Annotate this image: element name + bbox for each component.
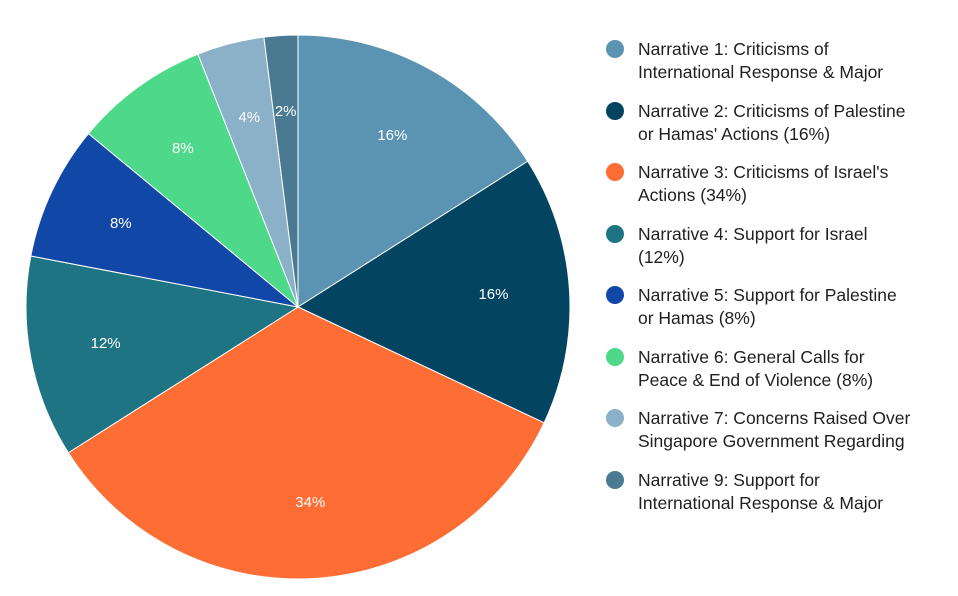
legend-item: Narrative 1: Criticisms of International… (606, 38, 951, 100)
legend-label: Narrative 7: Concerns Raised Over Singap… (638, 408, 911, 451)
legend-item: Narrative 7: Concerns Raised Over Singap… (606, 407, 951, 469)
slice-data-label: 8% (172, 140, 194, 157)
legend-swatch (606, 409, 624, 427)
slice-data-label: 4% (238, 109, 260, 126)
legend-swatch (606, 470, 624, 489)
legend-swatch (606, 224, 624, 243)
legend-item: Narrative 2: Criticisms of Palestine or … (606, 100, 951, 162)
legend-item: Narrative 6: General Calls for Peace & E… (606, 346, 951, 408)
slice-data-label: 16% (478, 286, 508, 303)
legend-label: Narrative 6: General Calls for Peace & E… (638, 346, 874, 390)
legend-swatch (606, 101, 624, 120)
slice-data-label: 2% (275, 103, 297, 120)
legend-label: Narrative 3: Criticisms of Israel's Acti… (638, 162, 889, 205)
legend-swatch (606, 286, 624, 304)
legend-label: Narrative 5: Support for Palestine or Ha… (638, 285, 897, 328)
slice-data-label: 34% (295, 494, 325, 511)
legend-label: Narrative 1: Criticisms of International… (638, 39, 884, 82)
legend-item: Narrative 3: Criticisms of Israel's Acti… (606, 161, 951, 223)
legend-swatch (606, 163, 624, 181)
pie-slice (25, 255, 300, 454)
legend-swatch (606, 40, 624, 58)
pie-slice (297, 34, 529, 308)
pie-slice (263, 34, 299, 308)
legend-label: Narrative 4: Support for Israel (12%) (638, 223, 868, 267)
pie-slice (87, 53, 299, 308)
legend-swatch (606, 347, 624, 366)
legend-item: Narrative 5: Support for Palestine or Ha… (606, 284, 951, 346)
chart-legend: Narrative 1: Criticisms of International… (606, 38, 951, 530)
legend-item: Narrative 4: Support for Israel (12%) (606, 223, 951, 285)
slice-data-label: 12% (91, 335, 121, 352)
slice-data-label: 16% (377, 127, 407, 144)
slice-data-label: 8% (110, 215, 132, 232)
pie-slice (30, 132, 299, 308)
pie-slice (296, 160, 571, 424)
legend-item: Narrative 9: Support for International R… (606, 469, 951, 531)
legend-label: Narrative 2: Criticisms of Palestine or … (638, 100, 906, 144)
pie-slice (67, 306, 545, 580)
legend-label: Narrative 9: Support for International R… (638, 469, 884, 513)
